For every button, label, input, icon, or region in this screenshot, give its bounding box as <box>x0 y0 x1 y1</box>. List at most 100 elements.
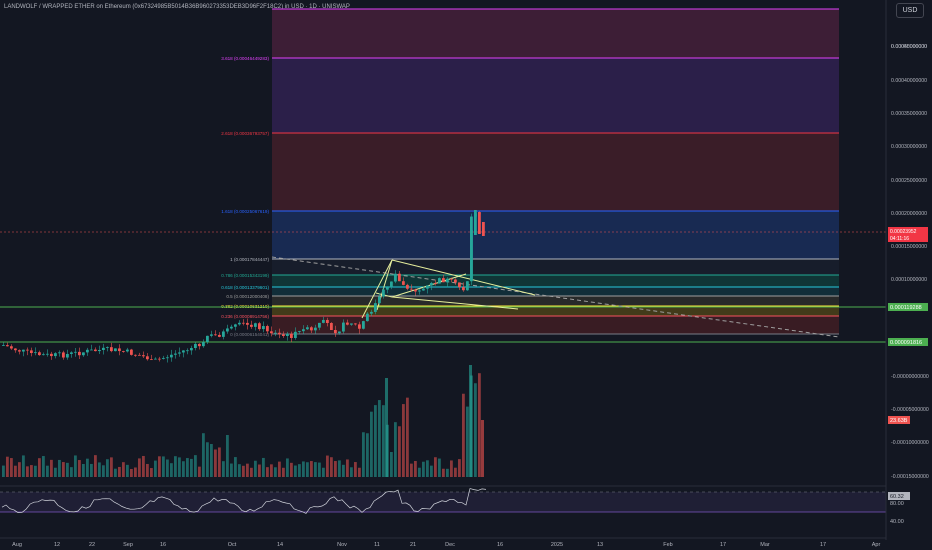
volume-bar <box>278 461 281 477</box>
volume-bar <box>326 455 329 477</box>
candle-body <box>434 283 437 284</box>
volume-bar <box>366 433 369 477</box>
candle-body <box>42 354 45 356</box>
fib-label: 1.618 (0.00025067619) <box>221 209 269 214</box>
volume-bar <box>385 378 388 477</box>
candle-body <box>406 284 409 289</box>
volume-bar <box>50 459 53 477</box>
volume-bar <box>94 455 97 477</box>
volume-bar <box>410 463 413 477</box>
volume-bar <box>170 463 173 477</box>
volume-bar <box>302 461 305 477</box>
candle-body <box>66 353 69 358</box>
volume-bar <box>350 467 353 477</box>
volume-bar <box>6 456 9 477</box>
fib-labels: 3.618 (0.00046449283) 2.618 (0.0003679375… <box>221 56 269 337</box>
time-axis-tick: Nov <box>337 542 347 548</box>
candle-body <box>34 352 37 354</box>
candle-body <box>470 230 473 280</box>
candle-body <box>346 322 349 325</box>
candle-body <box>146 356 149 360</box>
candle-body <box>102 347 105 350</box>
rsi-tag-box <box>888 492 910 500</box>
candle-body <box>214 334 217 336</box>
candle-body <box>258 323 261 330</box>
volume-bar <box>114 468 117 477</box>
volume-bar <box>10 458 13 477</box>
candle-body <box>442 278 445 283</box>
volume-bar <box>434 457 437 477</box>
fib-label: 1 (0.00017844447) <box>230 257 269 262</box>
volume-bar <box>226 434 229 477</box>
volume-bar <box>234 457 237 477</box>
volume-bar <box>398 426 401 477</box>
volume-bar <box>250 467 253 477</box>
candle-body <box>458 282 461 288</box>
candle-body <box>50 353 53 357</box>
volume-bar <box>86 458 89 477</box>
currency-button[interactable]: USD <box>896 3 924 18</box>
volume-bar <box>418 467 421 477</box>
candle-body <box>202 342 205 347</box>
candle-body <box>206 335 209 343</box>
candle-body <box>390 281 393 288</box>
candle-body <box>266 326 269 332</box>
volume-tag-value: 23.63B <box>890 418 908 424</box>
volume-tag: 23.63B <box>888 416 910 424</box>
price-axis-tick: 0.00050000000 <box>891 44 927 50</box>
candle-body <box>254 323 257 327</box>
candle-body <box>58 352 61 354</box>
fib-label: 0 (0.00006154041) <box>230 332 269 337</box>
volume-bar <box>394 422 397 477</box>
price-axis-tick: 0.00030000000 <box>891 144 927 150</box>
volume-bar <box>322 467 325 477</box>
candle-body <box>94 349 97 352</box>
candle-body <box>10 346 13 349</box>
candle-body <box>82 352 85 356</box>
candle-body <box>86 349 89 353</box>
price-axis-tick: 0.00010000000 <box>891 277 927 283</box>
fib-label: 3.618 (0.00046449283) <box>221 56 269 61</box>
volume-bar <box>130 468 133 477</box>
volume-bar <box>194 455 197 477</box>
candle-body <box>62 352 65 358</box>
volume-bar <box>146 463 149 477</box>
volume-bar <box>142 455 145 477</box>
candle-body <box>382 289 385 297</box>
time-axis-tick: 22 <box>89 542 95 548</box>
volume-bar <box>330 457 333 477</box>
price-axis-tick: 0.00035000000 <box>891 111 927 117</box>
candle-body <box>54 353 57 357</box>
volume-bar <box>62 462 65 477</box>
candle-body <box>306 327 309 330</box>
candle-body <box>438 278 441 284</box>
volume-bar <box>266 467 269 477</box>
candle-body <box>118 348 121 352</box>
volume-bar <box>298 464 301 477</box>
volume-bar <box>414 460 417 477</box>
rsi-axis-label-40: 40.00 <box>890 519 904 525</box>
fib-zone-0.5 <box>272 296 839 306</box>
candle-body <box>106 347 109 348</box>
volume-bar <box>106 459 109 477</box>
fib-lines <box>272 8 839 335</box>
candle-body <box>270 331 273 334</box>
candle-body <box>394 273 397 282</box>
candle-body <box>446 278 449 283</box>
candle-body <box>310 327 313 331</box>
time-axis-tick: 17 <box>720 542 726 548</box>
candle-body <box>130 349 133 355</box>
volume-bar <box>66 462 69 477</box>
volume-bar <box>78 460 81 477</box>
candle-body <box>362 321 365 329</box>
time-axis-tick: 16 <box>160 542 166 548</box>
volume-bar <box>30 465 33 477</box>
candle-body <box>426 285 429 289</box>
candle-body <box>350 323 353 325</box>
candle-body <box>230 326 233 329</box>
volume-bar <box>222 461 225 477</box>
volume-bar <box>178 457 181 477</box>
volume-bar <box>98 462 101 477</box>
candle-body <box>78 351 81 356</box>
